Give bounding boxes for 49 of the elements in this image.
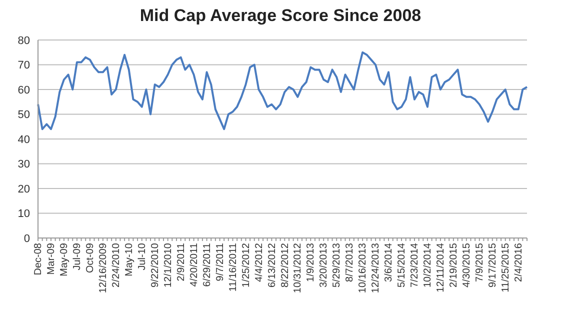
x-tick-label: 12/11/2014: [436, 242, 447, 292]
x-tick-label: Dec-08: [33, 242, 44, 276]
x-tick-label: 5/15/2014: [396, 242, 408, 288]
x-tick-label: 1/9/2013: [306, 242, 317, 282]
x-tick-label: 6/29/2011: [202, 242, 213, 287]
x-tick-label: 9/7/2011: [214, 242, 226, 282]
y-tick-label: 10: [18, 208, 30, 220]
x-tick-label: 8/7/2013: [344, 242, 356, 282]
x-tick-label: 12/24/2013: [370, 242, 382, 294]
x-tick-label: 11/16/2011: [228, 242, 239, 292]
x-tick-label: 8/22/2012: [280, 242, 291, 288]
x-tick-label: 4/30/2015: [462, 242, 473, 288]
y-tick-label: 80: [18, 34, 30, 47]
x-tick-label: 12/16/2009: [98, 242, 110, 294]
x-tick-label: Mar-09: [46, 242, 58, 275]
x-tick-label: 11/25/2015: [500, 242, 512, 292]
y-tick-label: 30: [18, 158, 30, 171]
x-tick-label: May-10: [124, 242, 135, 276]
x-tick-label: 1/25/2012: [240, 242, 252, 288]
line-series: [37, 51, 528, 130]
x-tick-label: 2/24/2010: [110, 242, 122, 288]
y-tick-label: 40: [18, 134, 30, 146]
x-tick-label: 7/9/2015: [474, 242, 486, 282]
x-tick-label: 9/22/2010: [150, 242, 161, 288]
x-tick-label: 10/31/2012: [292, 242, 304, 294]
x-tick-label: 10/16/2013: [358, 242, 369, 294]
x-tick-label: 6/13/2012: [266, 242, 278, 288]
y-tick-label: 50: [18, 109, 30, 122]
x-tick-label: Jul-09: [72, 242, 84, 270]
x-tick-label: Oct-09: [85, 242, 96, 274]
x-tick-label: 5/29/2013: [332, 242, 343, 288]
chart-title: Mid Cap Average Score Since 2008: [138, 6, 422, 27]
x-tick-label: 4/20/2011: [188, 242, 200, 287]
x-tick-label: 12/1/2010: [162, 242, 174, 288]
x-tick-label: 2/4/2016: [513, 242, 524, 282]
y-tick-label: 70: [18, 60, 30, 72]
y-tick-label: 0: [24, 232, 30, 245]
x-tick-label: Jul-10: [136, 242, 148, 270]
x-tick-label: 2/19/2015: [448, 242, 460, 288]
x-tick-label: May-09: [59, 242, 70, 276]
x-tick-label: 10/2/2014: [422, 242, 434, 288]
x-tick-label: 3/20/2013: [318, 242, 330, 288]
x-tick-label: 7/23/2014: [410, 242, 421, 288]
x-tick-label: 2/9/2011: [176, 242, 187, 282]
y-tick-label: 20: [18, 183, 30, 196]
y-tick-label: 60: [18, 84, 30, 96]
x-tick-label: 4/4/2012: [254, 242, 265, 282]
x-tick-label: 3/6/2014: [384, 242, 395, 282]
x-tick-label: 9/17/2015: [487, 242, 498, 288]
